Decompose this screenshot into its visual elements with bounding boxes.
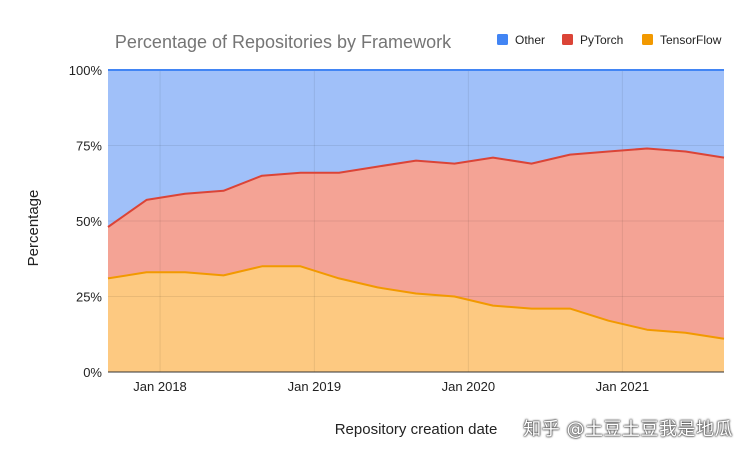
legend: Other PyTorch TensorFlow (497, 33, 722, 47)
x-tick-label: Jan 2021 (596, 379, 650, 394)
area-pytorch (108, 148, 724, 339)
y-axis-label: Percentage (25, 190, 42, 267)
x-tick-label: Jan 2018 (133, 379, 187, 394)
legend-swatch-other (497, 34, 508, 45)
y-tick-label: 100% (69, 63, 103, 78)
chart-title: Percentage of Repositories by Framework (115, 32, 452, 52)
y-axis-ticks: 0% 25% 50% 75% 100% (69, 63, 103, 380)
plot-area (107, 69, 725, 373)
x-tick-label: Jan 2019 (288, 379, 342, 394)
y-tick-label: 25% (76, 290, 102, 305)
watermark: 知乎 @土豆土豆我是地瓜 (523, 419, 733, 440)
x-axis-ticks: Jan 2018 Jan 2019 Jan 2020 Jan 2021 (133, 379, 649, 394)
area-other (108, 70, 724, 227)
x-axis-label: Repository creation date (335, 421, 498, 438)
y-tick-label: 75% (76, 139, 102, 154)
y-tick-label: 50% (76, 214, 102, 229)
legend-swatch-tensorflow (642, 34, 653, 45)
legend-swatch-pytorch (562, 34, 573, 45)
area-tensorflow (108, 266, 724, 372)
legend-label-pytorch: PyTorch (580, 33, 623, 47)
x-tick-label: Jan 2020 (442, 379, 496, 394)
y-tick-label: 0% (83, 365, 102, 380)
legend-label-tensorflow: TensorFlow (660, 33, 722, 47)
legend-label-other: Other (515, 33, 545, 47)
line-tensorflow (107, 265, 725, 340)
